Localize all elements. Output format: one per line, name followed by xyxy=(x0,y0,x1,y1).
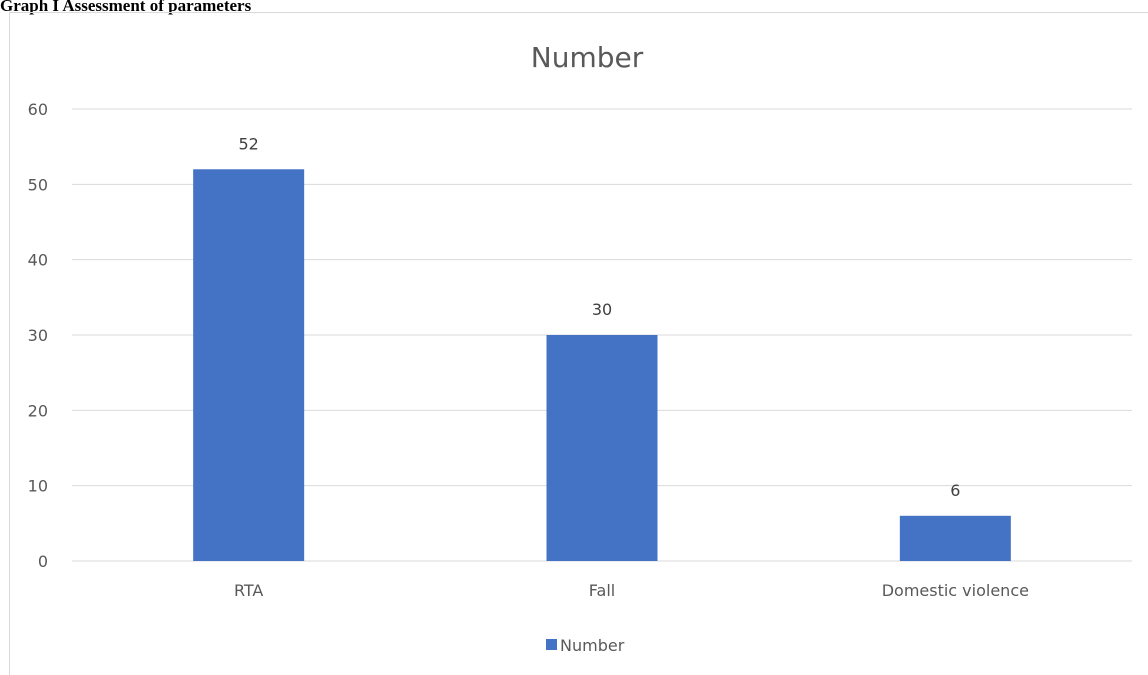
legend-swatch xyxy=(546,639,557,650)
bar-fall xyxy=(546,335,658,561)
y-tick-label: 0 xyxy=(38,552,48,571)
chart-frame xyxy=(9,12,1148,675)
data-label: 52 xyxy=(238,134,258,153)
y-tick-label: 30 xyxy=(28,326,48,345)
y-tick-label: 40 xyxy=(28,251,48,270)
y-tick-label: 60 xyxy=(28,100,48,119)
x-tick-label: Fall xyxy=(589,581,615,600)
data-label: 6 xyxy=(950,481,960,500)
data-label: 30 xyxy=(592,300,612,319)
bars xyxy=(193,169,1011,561)
y-tick-label: 10 xyxy=(28,477,48,496)
legend-label: Number xyxy=(560,636,625,655)
y-tick-label: 50 xyxy=(28,175,48,194)
figure-caption: Graph I Assessment of parameters xyxy=(0,0,252,15)
y-tick-label: 20 xyxy=(28,401,48,420)
bar-rta xyxy=(193,169,305,561)
y-axis-ticks: 0 10 20 30 40 50 60 xyxy=(28,100,48,571)
x-tick-label: RTA xyxy=(234,581,263,600)
x-tick-label: Domestic violence xyxy=(882,581,1029,600)
x-axis-ticks: RTA Fall Domestic violence xyxy=(234,581,1029,600)
legend: Number xyxy=(546,636,625,655)
bar-domestic-violence xyxy=(899,515,1011,561)
data-labels: 52 30 6 xyxy=(238,134,960,500)
chart-title: Number xyxy=(531,41,644,74)
